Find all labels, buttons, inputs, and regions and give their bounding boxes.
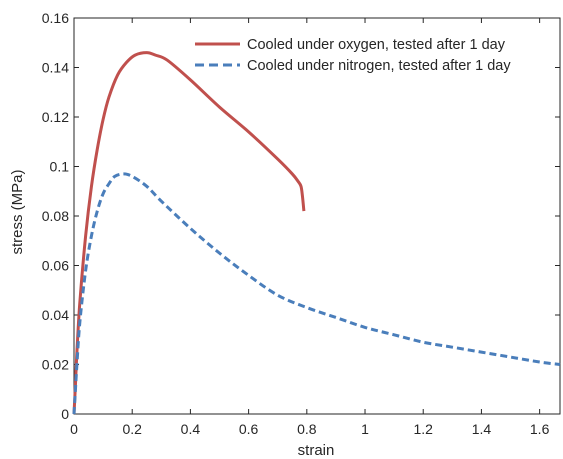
x-tick-label: 1.2: [413, 421, 433, 437]
y-tick-label: 0.1: [50, 159, 70, 175]
x-tick-label: 0: [70, 421, 78, 437]
legend: Cooled under oxygen, tested after 1 day C…: [195, 37, 511, 74]
y-tick-label: 0.04: [42, 307, 69, 323]
y-axis-ticks: 0 0.02 0.04 0.06 0.08 0.1 0.12 0.14 0.16: [42, 10, 560, 422]
series-layer: [72, 51, 561, 415]
plot-border: [73, 17, 561, 415]
y-tick-label: 0: [61, 406, 69, 422]
x-tick-label: 1: [361, 421, 369, 437]
x-tick-label: 0.8: [297, 421, 317, 437]
legend-label-1: Cooled under oxygen, tested after 1 day: [247, 37, 506, 53]
y-tick-label: 0.16: [42, 10, 69, 26]
x-tick-label: 1.4: [472, 421, 492, 437]
y-tick-label: 0.02: [42, 357, 69, 373]
x-tick-label: 0.2: [122, 421, 142, 437]
y-tick-label: 0.12: [42, 109, 69, 125]
y-tick-label: 0.06: [42, 258, 69, 274]
y-tick-label: 0.14: [42, 60, 69, 76]
series-line-2: [72, 172, 561, 415]
x-tick-label: 0.4: [181, 421, 201, 437]
y-axis-label: stress (MPa): [9, 169, 26, 254]
x-tick-label: 1.6: [530, 421, 550, 437]
x-axis-ticks: 0 0.2 0.4 0.6 0.8 1 1.2 1.4 1.6: [70, 18, 550, 437]
plot-frame: [73, 17, 561, 415]
y-tick-label: 0.08: [42, 208, 69, 224]
x-axis-label: strain: [298, 442, 335, 459]
legend-label-2: Cooled under nitrogen, tested after 1 da…: [247, 58, 511, 74]
x-tick-label: 0.6: [239, 421, 259, 437]
series-line-1: [72, 51, 306, 415]
